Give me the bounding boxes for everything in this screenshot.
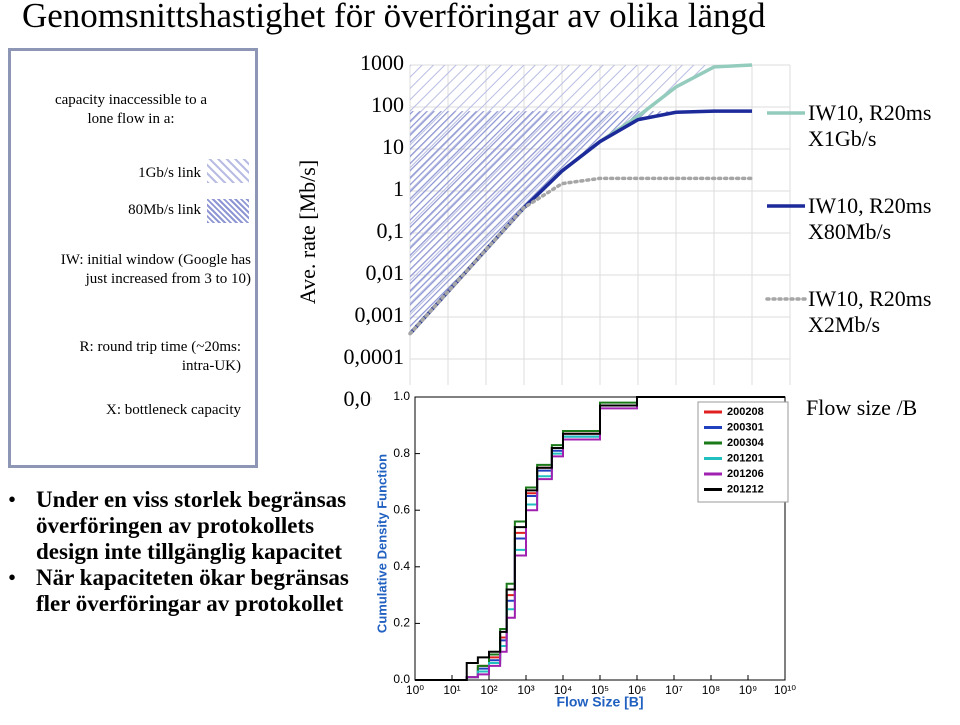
y-axis-label: Cumulative Density Function: [374, 454, 389, 633]
x-tick-label: 10³: [517, 683, 534, 697]
series-line: [408, 176, 754, 336]
y-tick-label: 0.2: [393, 616, 410, 630]
bullet-list: Under en viss storlek begränsas överföri…: [8, 487, 353, 617]
y-tick-label: 0.0: [393, 672, 410, 686]
x-tick-label: 10²: [480, 683, 497, 697]
legend-label: 200208: [727, 406, 764, 418]
y-tick-label: 0,0001: [344, 344, 405, 369]
x-tick-label: 10⁴: [554, 683, 573, 697]
chart: 0.0 0.2 0.4 0.6 0.8 1.0 10⁰ 10¹ 10² 10³ 10⁴ 10⁵ 10⁶ 1…: [372, 385, 797, 710]
legend-box: capacity inaccessible to a lone flow in …: [8, 48, 258, 468]
x-tick-label: 10⁰: [406, 683, 424, 697]
legend-label: 200304: [727, 437, 765, 449]
legend-label: 201206: [727, 468, 764, 480]
legend-label: IW10, R20ms X2Mb/s: [808, 286, 932, 337]
box-note: R: round trip time (~20ms: intra-UK): [79, 339, 241, 374]
slide-title: Genomsnittshastighet för överföringar av…: [22, 0, 766, 35]
x-tick-label: 10¹⁰: [774, 683, 796, 697]
y-tick-label: 0.8: [393, 446, 410, 460]
legend-label: IW10, R20ms X80Mb/s: [808, 193, 932, 244]
hatch-swatch: [207, 199, 249, 223]
box-item: 80Mb/s link: [128, 202, 201, 218]
x-tick-label: 10¹: [443, 683, 460, 697]
legend-frame: [697, 401, 789, 503]
y-tick-label: 0.6: [393, 502, 410, 516]
y-tick-label: 0,1: [377, 218, 405, 243]
box-note: X: bottleneck capacity: [106, 402, 241, 418]
y-tick-label: 1: [393, 176, 404, 201]
legend-label: 201201: [727, 452, 764, 464]
y-tick-label: 100: [371, 92, 404, 117]
series-line: [415, 396, 785, 681]
legend-label: IW10, R20ms X1Gb/s: [808, 100, 932, 151]
hatch-swatch: [207, 159, 249, 183]
legend-label: 200301: [727, 421, 764, 433]
series-line: [415, 396, 785, 681]
bullet: När kapaciteten ökar begränsas fler över…: [8, 565, 353, 617]
box-heading: capacity inaccessible to a lone flow in …: [54, 92, 207, 127]
series-line: [415, 396, 785, 681]
y-tick-label: 0,001: [355, 302, 405, 327]
y-tick-label: 10: [382, 134, 404, 159]
x-tick-label: 10⁸: [702, 683, 720, 697]
y-tick-label: 1000: [360, 50, 404, 75]
y-tick-label: 0,01: [366, 260, 405, 285]
box-note: IW: initial window (Google has just incr…: [60, 252, 251, 287]
x-tick-label: 10⁶: [628, 683, 646, 697]
x-axis-label: Flow size /B: [806, 395, 917, 420]
x-tick-label: 10⁵: [591, 683, 609, 697]
y-tick-label: 1.0: [393, 389, 410, 403]
x-tick-label: 10⁷: [665, 683, 683, 697]
x-axis-label: Flow Size [B]: [556, 694, 643, 710]
y-axis-label: Ave. rate [Mb/s]: [295, 160, 320, 304]
legend-label: 201212: [727, 483, 764, 495]
x-tick-label: 10⁹: [739, 683, 758, 697]
capacity-hatch: [410, 111, 752, 334]
box-item: 1Gb/s link: [138, 165, 201, 181]
series-line: [415, 396, 785, 681]
bullet: Under en viss storlek begränsas överföri…: [8, 487, 353, 565]
y-tick-label: 0.4: [393, 559, 410, 573]
